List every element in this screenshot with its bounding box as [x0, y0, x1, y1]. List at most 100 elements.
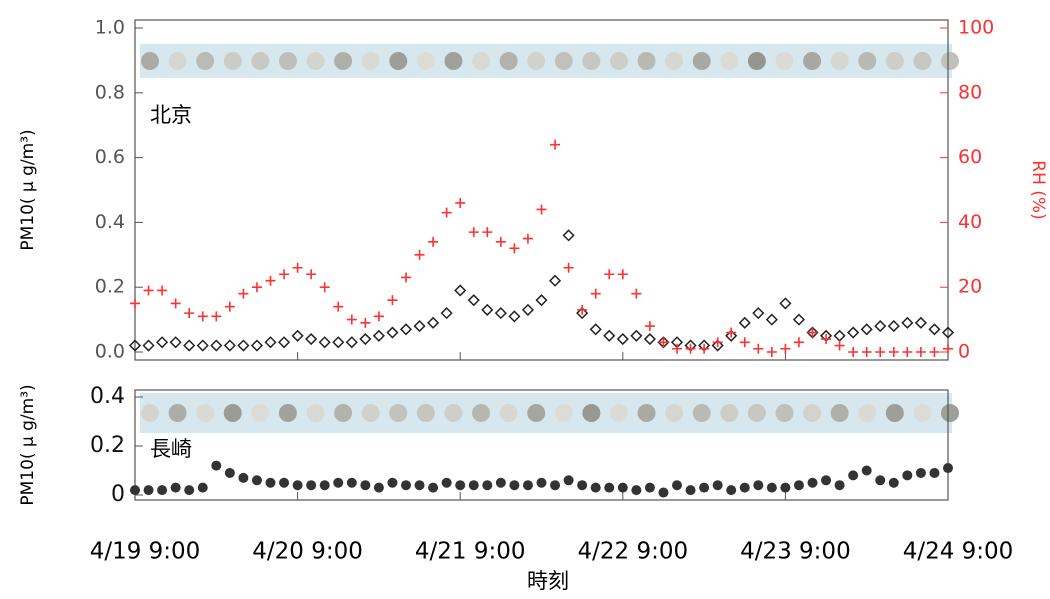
data-point: [210, 339, 223, 352]
data-point: [401, 272, 411, 283]
y-tick-label: 0.8: [95, 81, 125, 103]
data-point: [672, 343, 682, 354]
filter-spot: [168, 404, 187, 422]
data-point: [264, 336, 277, 349]
data-point: [211, 311, 222, 322]
data-point: [902, 470, 913, 481]
y2-axis-label: RH (%): [1028, 160, 1048, 219]
data-point: [630, 329, 643, 342]
data-point: [943, 343, 953, 354]
data-point: [440, 307, 453, 320]
data-point: [170, 298, 181, 309]
data-point: [292, 262, 303, 273]
data-point: [169, 336, 182, 349]
filter-spot: [306, 404, 325, 422]
data-point: [223, 339, 236, 352]
data-point: [196, 339, 209, 352]
filter-spot: [251, 404, 270, 422]
filter-spot: [554, 52, 573, 70]
data-point: [793, 337, 804, 348]
y2-tick-label: 100: [958, 17, 994, 39]
data-point: [711, 339, 724, 352]
data-point: [550, 139, 561, 150]
filter-spot: [306, 52, 325, 70]
data-point: [576, 307, 589, 320]
filter-spot: [361, 404, 380, 422]
data-point: [914, 316, 927, 329]
data-point: [184, 308, 195, 319]
data-point: [929, 347, 940, 357]
data-point: [834, 480, 845, 491]
filter-spot: [885, 52, 904, 70]
y2-tick-label: 40: [958, 211, 982, 233]
data-point: [644, 482, 655, 493]
data-point: [712, 337, 723, 348]
data-point: [306, 269, 317, 280]
filter-spot: [609, 404, 628, 422]
data-point: [495, 236, 506, 247]
data-point: [861, 347, 872, 357]
filter-spot: [196, 52, 215, 70]
data-point: [509, 243, 520, 254]
data-point: [902, 347, 913, 357]
data-point: [617, 482, 628, 493]
data-point: [604, 482, 615, 493]
data-point: [319, 480, 330, 491]
filter-spot: [416, 404, 435, 422]
filter-spot: [416, 52, 435, 70]
filter-spot: [692, 52, 711, 70]
data-point: [482, 480, 493, 491]
data-point: [237, 339, 250, 352]
data-point: [739, 337, 750, 348]
data-point: [238, 472, 249, 483]
filter-spot: [720, 52, 739, 70]
data-point: [766, 347, 777, 357]
data-point: [251, 475, 262, 486]
data-point: [792, 313, 806, 326]
filter-spot: [941, 404, 959, 422]
data-point: [725, 329, 738, 342]
data-point: [780, 343, 791, 354]
data-point: [346, 477, 357, 488]
data-point: [413, 320, 426, 333]
y-tick-label: 0.2: [90, 433, 125, 458]
data-point: [291, 329, 304, 342]
annotation: 長崎: [150, 437, 192, 461]
data-point: [941, 326, 955, 339]
filter-spot: [692, 404, 711, 422]
data-point: [658, 337, 669, 348]
data-point: [130, 298, 140, 309]
filter-spot: [941, 52, 959, 70]
data-point: [577, 480, 588, 491]
data-point: [319, 282, 330, 293]
data-point: [739, 482, 750, 493]
data-point: [888, 347, 899, 357]
data-point: [183, 339, 196, 352]
data-point: [142, 339, 155, 352]
y-tick-label: 0.4: [95, 211, 125, 233]
annotation: 北京: [150, 103, 192, 127]
filter-spot: [885, 404, 904, 422]
data-point: [943, 463, 953, 474]
data-point: [563, 475, 574, 486]
data-point: [360, 480, 371, 491]
data-point: [550, 480, 561, 491]
filter-spot: [389, 52, 408, 70]
filter-spot: [637, 52, 656, 70]
filter-spot: [665, 404, 684, 422]
filter-spot: [472, 404, 491, 422]
filter-spot: [775, 404, 794, 422]
filter-spot: [251, 52, 270, 70]
filter-spot: [223, 52, 242, 70]
y2-tick-label: 80: [958, 81, 982, 103]
data-point: [807, 327, 818, 338]
data-point: [130, 485, 140, 496]
data-point: [847, 326, 860, 339]
filter-spot: [913, 52, 932, 70]
data-point: [536, 477, 547, 488]
data-point: [577, 304, 588, 315]
data-point: [156, 336, 169, 349]
y-axis-label: PM10( μ g/m³): [18, 129, 38, 250]
data-point: [860, 323, 873, 336]
data-point: [455, 480, 466, 491]
